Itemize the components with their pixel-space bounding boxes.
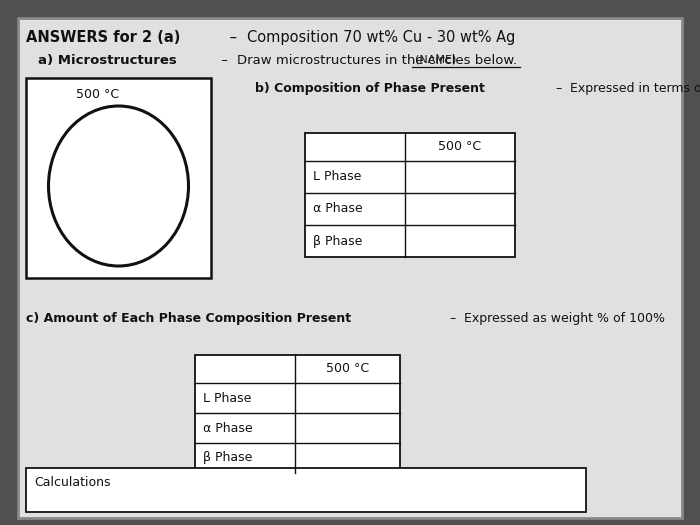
Text: b) Composition of Phase Present: b) Composition of Phase Present — [255, 82, 485, 95]
Text: β Phase: β Phase — [313, 235, 363, 247]
Text: –: – — [225, 30, 241, 45]
Text: ANSWERS for 2 (a): ANSWERS for 2 (a) — [26, 30, 181, 45]
Text: a) Microstructures: a) Microstructures — [38, 54, 176, 67]
Text: 500 °C: 500 °C — [438, 141, 482, 153]
Text: Draw microstructures in the circles below.: Draw microstructures in the circles belo… — [237, 54, 517, 67]
Bar — [26, 78, 211, 278]
Text: 500 °C: 500 °C — [76, 88, 119, 101]
Text: –: – — [552, 82, 566, 95]
Text: –: – — [217, 54, 232, 67]
Text: L Phase: L Phase — [203, 392, 251, 404]
Text: Calculations: Calculations — [34, 476, 111, 489]
Bar — [26, 468, 586, 512]
Text: α Phase: α Phase — [313, 203, 363, 215]
Bar — [305, 133, 515, 257]
Bar — [195, 355, 400, 473]
Text: Composition 70 wt% Cu - 30 wt% Ag: Composition 70 wt% Cu - 30 wt% Ag — [246, 30, 515, 45]
Text: (NAME): (NAME) — [415, 54, 456, 64]
Text: Expressed as weight % of 100%: Expressed as weight % of 100% — [464, 312, 665, 325]
Ellipse shape — [48, 106, 188, 266]
Text: –: – — [445, 312, 460, 325]
Text: L Phase: L Phase — [313, 171, 361, 184]
Text: Expressed in terms of w% Ag: Expressed in terms of w% Ag — [570, 82, 700, 95]
Text: β Phase: β Phase — [203, 452, 253, 465]
Text: α Phase: α Phase — [203, 422, 253, 435]
Text: 500 °C: 500 °C — [326, 362, 369, 375]
Text: c) Amount of Each Phase Composition Present: c) Amount of Each Phase Composition Pres… — [26, 312, 351, 325]
